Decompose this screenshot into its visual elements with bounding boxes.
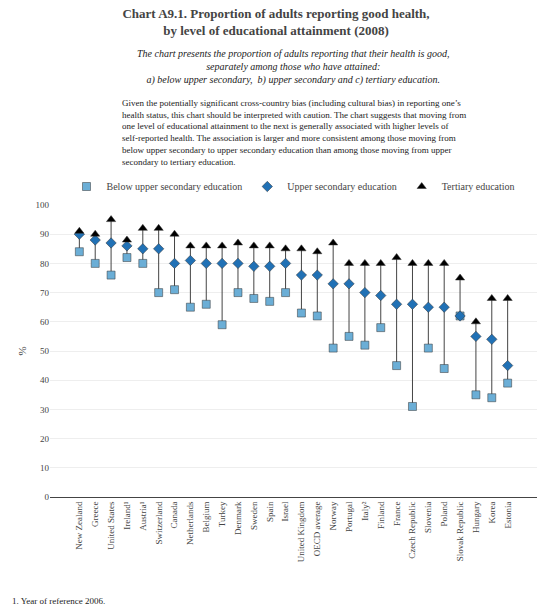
svg-text:Norway: Norway [328,501,338,530]
svg-text:United States: United States [106,501,116,550]
svg-text:United Kingdom: United Kingdom [296,502,306,563]
svg-text:50: 50 [40,346,50,356]
svg-text:%: % [16,346,28,355]
svg-text:70: 70 [40,288,50,298]
svg-text:90: 90 [40,229,50,239]
svg-text:Israel: Israel [280,501,290,521]
svg-text:Finland: Finland [376,501,386,529]
svg-text:Ireland¹: Ireland¹ [122,501,132,529]
svg-text:10: 10 [40,463,50,473]
svg-text:Below upper secondary educatio: Below upper secondary education [107,181,243,192]
svg-text:Upper secondary education: Upper secondary education [287,181,396,192]
svg-text:Hungary: Hungary [471,501,481,533]
svg-text:20: 20 [40,434,50,444]
svg-text:Belgium: Belgium [201,502,211,533]
svg-text:Spain: Spain [265,501,275,522]
svg-text:Sweden: Sweden [249,501,259,530]
svg-text:Chart A9.1. Proportion of adul: Chart A9.1. Proportion of adults reporti… [122,6,429,38]
svg-text:Slovenia: Slovenia [423,502,433,534]
svg-text:Given the potentially signific: Given the potentially significant cross-… [122,98,466,167]
svg-text:Portugal: Portugal [344,501,354,532]
svg-text:Italy²: Italy² [360,501,370,520]
svg-text:Czech Republic: Czech Republic [407,502,417,559]
svg-text:Tertiary education: Tertiary education [442,181,515,192]
svg-text:The chart presents the proport: The chart presents the proportion of adu… [137,48,450,86]
svg-text:100: 100 [36,200,50,210]
svg-text:Turkey: Turkey [217,501,227,527]
svg-text:Austria¹: Austria¹ [138,501,148,530]
svg-text:40: 40 [40,375,50,385]
svg-text:Poland: Poland [439,501,449,527]
svg-text:30: 30 [40,405,50,415]
svg-text:80: 80 [40,259,50,269]
svg-text:Netherlands: Netherlands [185,501,195,545]
svg-text:Estonia: Estonia [503,502,513,529]
svg-text:France: France [392,502,402,527]
svg-text:New Zealand: New Zealand [74,501,84,550]
svg-text:Slovak Republic: Slovak Republic [455,502,465,562]
svg-text:60: 60 [40,317,50,327]
svg-text:OECD average: OECD average [312,502,322,557]
svg-text:Denmark: Denmark [233,501,243,535]
svg-text:Switzerland: Switzerland [154,501,164,544]
svg-text:0: 0 [45,492,50,502]
svg-text:1. Year of reference 2006.: 1. Year of reference 2006. [12,596,105,606]
svg-text:Greece: Greece [90,502,100,527]
svg-text:Korea: Korea [487,502,497,524]
svg-text:Canada: Canada [169,502,179,529]
